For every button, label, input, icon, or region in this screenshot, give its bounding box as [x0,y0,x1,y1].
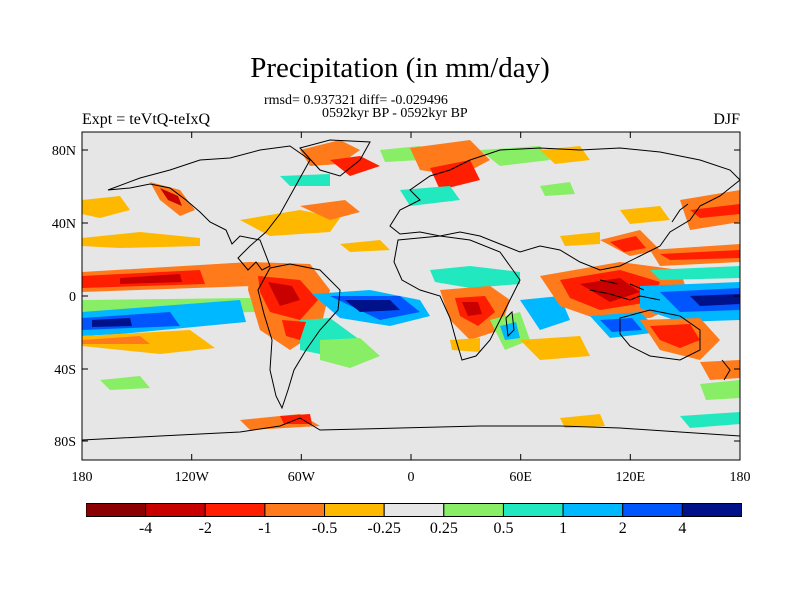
anomaly-patch [660,250,740,260]
lat-tick-label: 0 [69,290,76,305]
lat-tick-label: 40N [52,217,76,232]
colorbar-swatch [562,503,624,517]
anomaly-patch [540,182,575,196]
anomaly-patch [100,376,150,390]
anomaly-patch [320,338,380,368]
coastline-antarctica [82,417,740,441]
colorbar-swatch [264,503,326,517]
anomaly-patch [340,240,390,252]
colorbar-tick-label: 1 [559,520,568,537]
anomaly-patch [450,338,480,352]
anomaly-patch [690,204,740,218]
anomaly-patch [650,266,740,280]
colorbar-tick-label: -2 [198,520,212,537]
colorbar-swatch [324,503,385,517]
coastline-madagascar [505,310,515,338]
anomaly-patch [700,360,740,380]
colorbar-tick-label: -0.25 [367,520,401,537]
lon-tick-label: 180 [730,470,751,485]
coastline-africa [393,235,521,361]
colorbar-swatch [681,503,742,517]
coastline-japan [671,203,689,223]
anomaly-patch [650,324,700,348]
anomaly-patch [268,282,300,306]
anomaly-patch [520,336,590,360]
coastline-north-america [107,145,311,271]
anomaly-patch [690,294,740,306]
anomaly-patch [92,318,132,327]
colorbar-swatch [145,503,206,517]
colorbar-tick-label: 4 [678,520,687,537]
coastlines [82,139,740,441]
anomaly-patch [330,156,380,176]
colorbar-tick-label: 0.25 [429,520,458,537]
anomaly-patch [240,210,340,236]
anomaly-patch [280,174,330,186]
anomaly-patch [462,302,482,316]
anomaly-patch [520,296,570,330]
season-label: DJF [713,111,740,128]
colorbar [86,503,742,517]
lon-tick-label: 60W [288,470,316,485]
anomaly-patch [345,300,400,312]
lon-tick-label: 180 [72,470,93,485]
coastline-indonesia [589,279,661,301]
colorbar-swatch [502,503,564,517]
anomaly-patch [560,414,605,428]
colorbar-swatch [383,503,445,517]
anomaly-patch [82,336,150,344]
colorbar-tick-label: -4 [138,520,153,537]
lon-tick-label: 60E [509,470,532,485]
anomaly-patch [120,274,182,284]
anomaly-patch [540,146,590,164]
anomaly-patch [500,322,520,340]
colorbar-tick-label: -0.5 [311,520,338,537]
lat-tick-label: 40S [54,363,76,378]
axis-ticks [81,132,741,460]
colorbar-swatch [622,503,683,517]
anomaly-patch [160,188,182,206]
colorbar-tick-label: 2 [618,520,627,537]
axis-tick-labels: 80N 40N 0 40S 80S 180 120W 60W 0 60E 120E 180 [52,144,751,485]
colorbar-swatch [204,503,266,517]
anomaly-patch [82,232,200,248]
stats-line: rmsd= 0.937321 diff= -0.029496 [264,93,448,108]
lon-tick-label: 120E [616,470,646,485]
anomaly-patch [380,146,420,162]
anomaly-patch [560,232,600,246]
coastline-greenland [299,139,371,177]
anomaly-patch [600,318,642,332]
colorbar-swatch [443,503,504,517]
lon-tick-label: 0 [408,470,415,485]
coastline-new-zealand [721,359,731,381]
anomaly-patch [610,236,646,252]
lat-tick-label: 80N [52,144,76,159]
anomaly-patch [400,186,460,206]
anomaly-patch [620,206,670,224]
colorbar-swatch [86,503,147,517]
anomaly-patch [700,380,740,400]
colorbar-tick-label: -1 [258,520,272,537]
anomaly-patch [300,200,360,220]
lat-tick-label: 80S [54,435,76,450]
period-line: 0592kyr BP - 0592kyr BP [322,106,468,121]
anomaly-patch [280,414,312,424]
anomaly-patch [82,330,215,354]
anomaly-patch [580,278,640,302]
precip-anomaly-field [82,140,740,430]
coastline-australia [619,309,701,361]
map-title: Precipitation (in mm/day) [250,52,550,84]
lon-tick-label: 120W [175,470,210,485]
anomaly-patch [430,266,520,288]
anomaly-patch [680,412,740,428]
coastline-eurasia [389,147,740,271]
experiment-label: Expt = teVtQ-teIxQ [82,111,211,128]
colorbar-tick-label: 0.5 [493,520,514,537]
anomaly-patch [282,320,306,340]
anomaly-patch [82,196,130,218]
coastline-south-america [257,263,341,410]
anomaly-patch [430,160,480,190]
